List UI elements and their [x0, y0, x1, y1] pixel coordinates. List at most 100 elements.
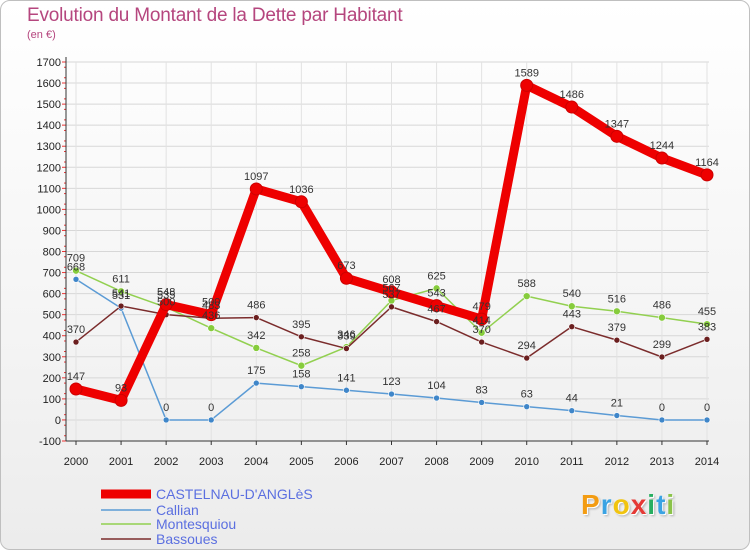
- data-point: [568, 323, 576, 330]
- data-point: [613, 307, 621, 316]
- data-point: [565, 100, 579, 114]
- x-tick-label: 2014: [695, 456, 719, 468]
- x-tick-label: 2011: [560, 456, 584, 468]
- x-tick-label: 2008: [424, 456, 448, 468]
- data-point: [478, 399, 485, 406]
- y-tick-label: 500: [43, 310, 61, 322]
- y-tick-label: 600: [43, 289, 61, 301]
- data-label: 436: [202, 310, 220, 322]
- x-tick-label: 2006: [334, 456, 358, 468]
- data-label: 668: [67, 261, 85, 273]
- y-tick-label: 1100: [37, 183, 61, 195]
- data-point: [117, 287, 125, 296]
- data-point: [204, 308, 218, 322]
- data-point: [117, 302, 125, 310]
- data-point: [433, 318, 440, 325]
- data-label: 1486: [560, 89, 584, 101]
- data-label: 486: [247, 300, 265, 312]
- data-label: 1036: [289, 184, 313, 196]
- data-label: 299: [653, 339, 671, 351]
- data-label: 370: [472, 324, 490, 336]
- x-tick-label: 2000: [64, 456, 88, 468]
- data-point: [72, 275, 80, 283]
- data-label: 588: [518, 278, 536, 290]
- data-point: [72, 266, 80, 275]
- logo-letter: x: [630, 489, 648, 520]
- data-label: 379: [608, 322, 626, 334]
- y-tick-label: 700: [43, 268, 61, 280]
- data-label: 455: [698, 306, 716, 318]
- data-label: 541: [112, 288, 130, 300]
- legend: CASTELNAU-D'ANGLèSCallianMontesquiouBass…: [101, 486, 313, 547]
- data-label: 537: [382, 289, 400, 301]
- data-label: 1589: [514, 67, 538, 79]
- y-tick-label: 1200: [37, 162, 61, 174]
- data-point: [613, 336, 621, 344]
- data-label: 158: [292, 369, 310, 381]
- data-label: 535: [157, 289, 175, 301]
- data-label: 0: [163, 402, 169, 414]
- data-label: 608: [382, 274, 400, 286]
- chart-subtitle: (en €): [27, 29, 56, 41]
- data-point: [297, 361, 306, 370]
- logo-letter: i: [647, 489, 657, 520]
- y-tick-label: 100: [43, 394, 61, 406]
- data-label: 123: [382, 376, 400, 388]
- logo-letter: r: [600, 489, 613, 520]
- data-point: [69, 382, 83, 396]
- data-point: [703, 336, 711, 343]
- data-label: 83: [476, 384, 488, 396]
- data-label: 443: [563, 309, 581, 321]
- data-label: 0: [208, 402, 214, 414]
- data-point: [700, 168, 714, 182]
- data-label: 500: [202, 297, 220, 309]
- y-tick-label: 1400: [37, 120, 61, 132]
- data-label: 543: [427, 288, 445, 300]
- data-label: 414: [472, 315, 490, 327]
- data-point: [613, 412, 621, 419]
- data-point: [343, 386, 350, 394]
- data-label: 479: [472, 301, 490, 313]
- x-tick-label: 2002: [154, 456, 178, 468]
- data-label: 1244: [650, 140, 674, 152]
- data-point: [658, 313, 666, 322]
- data-point: [703, 416, 711, 424]
- data-point: [252, 379, 260, 387]
- y-tick-label: 1600: [37, 78, 61, 90]
- data-point: [523, 403, 531, 410]
- data-point: [162, 416, 170, 424]
- data-label: 342: [247, 330, 265, 342]
- logo-letter: o: [612, 489, 631, 520]
- data-label: 1097: [244, 171, 268, 183]
- data-point: [703, 320, 711, 328]
- data-point: [433, 394, 440, 402]
- data-point: [430, 299, 444, 313]
- y-tick-label: -100: [39, 436, 61, 448]
- data-label: 1164: [695, 157, 719, 169]
- data-point: [249, 182, 263, 196]
- data-label: 467: [427, 304, 445, 316]
- series-1: [72, 275, 711, 424]
- x-tick-label: 2007: [379, 456, 403, 468]
- data-label: 548: [157, 287, 175, 299]
- data-label: 1347: [605, 118, 629, 130]
- data-label: 21: [611, 398, 623, 410]
- x-tick-label: 2012: [605, 456, 629, 468]
- y-tick-label: 300: [43, 352, 61, 364]
- data-point: [159, 298, 173, 312]
- y-tick-label: 1300: [37, 141, 61, 153]
- y-tick-label: 900: [43, 225, 61, 237]
- data-label: 104: [427, 380, 445, 392]
- data-label: 93: [115, 382, 127, 394]
- data-label: 567: [382, 283, 400, 295]
- data-point: [72, 338, 80, 346]
- data-label: 395: [292, 319, 310, 331]
- data-label: 611: [112, 273, 130, 285]
- data-label: 483: [202, 300, 220, 312]
- data-point: [432, 284, 441, 293]
- y-tick-label: 400: [43, 331, 61, 343]
- data-point: [207, 416, 215, 424]
- data-label: 147: [67, 371, 85, 383]
- data-point: [339, 271, 353, 285]
